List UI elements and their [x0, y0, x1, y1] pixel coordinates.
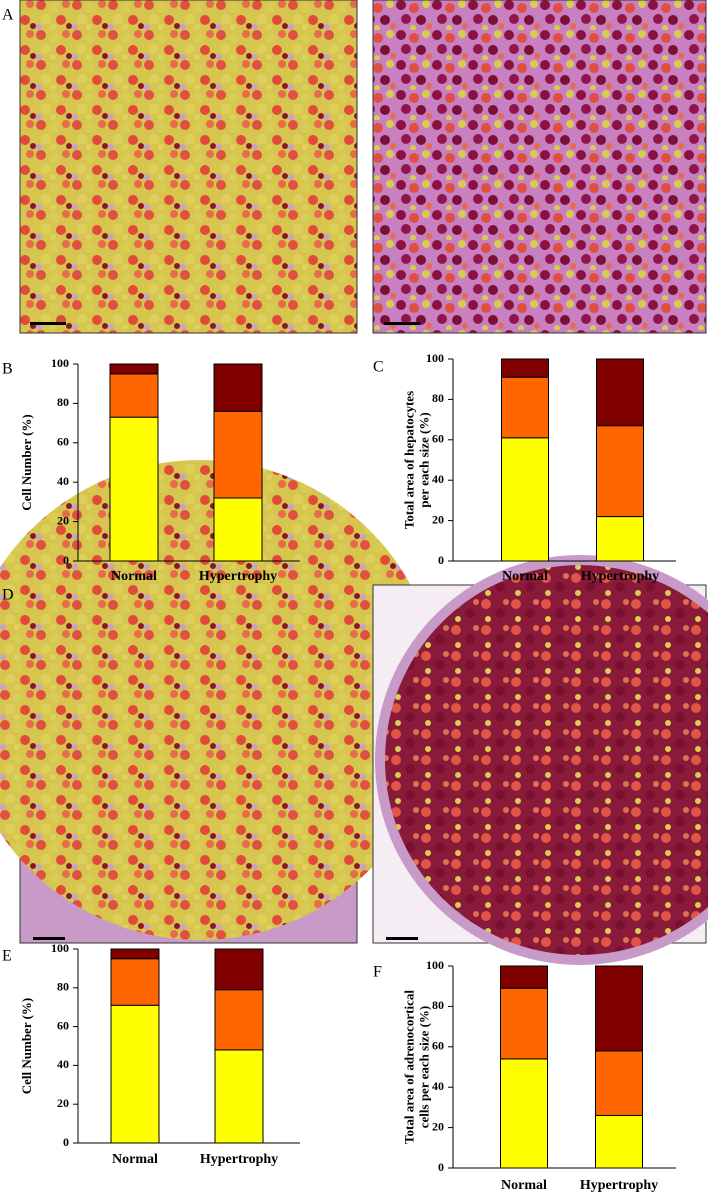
bar-segment: [595, 1050, 643, 1116]
y-tick-label: 20: [432, 1119, 444, 1133]
y-tick-label: 20: [432, 512, 444, 526]
panel-label: F: [373, 964, 382, 981]
y-tick-label: 20: [57, 513, 69, 527]
y-tick-label: 60: [57, 435, 69, 449]
y-tick-label: 80: [432, 391, 444, 405]
y-tick-label: 60: [432, 432, 444, 446]
y-axis-label: per each size (%): [416, 412, 431, 507]
y-tick-label: 100: [51, 941, 69, 955]
bar-segment: [595, 965, 643, 1052]
y-tick-label: 40: [57, 474, 69, 488]
x-tick-label: Hypertrophy: [200, 1152, 278, 1167]
y-axis-label: Cell Number (%): [19, 414, 34, 511]
bar-segment: [500, 965, 548, 989]
tissue: [0, 460, 440, 940]
x-tick-label: Hypertrophy: [580, 1178, 658, 1193]
scale-bar: [30, 322, 66, 325]
micrograph: [19, 0, 358, 334]
panel-label: A: [2, 7, 14, 24]
x-tick-label: Normal: [112, 1152, 158, 1167]
y-tick-label: 40: [432, 1079, 444, 1093]
bar-segment: [501, 358, 549, 378]
y-tick-label: 20: [57, 1096, 69, 1110]
bar-segment: [214, 989, 264, 1051]
y-axis-label: Total area of adrenocortical: [401, 990, 416, 1144]
y-tick-label: 80: [432, 998, 444, 1012]
bar-segment: [501, 376, 549, 439]
bar-segment: [109, 373, 159, 418]
y-tick-label: 80: [57, 980, 69, 994]
bar-segment: [500, 1058, 548, 1169]
panel-label: B: [2, 361, 13, 378]
x-tick-label: Normal: [501, 1178, 547, 1193]
x-tick-label: Hypertrophy: [581, 569, 659, 584]
y-tick-label: 60: [57, 1018, 69, 1032]
y-tick-label: 0: [63, 553, 69, 567]
y-tick-label: 100: [426, 958, 444, 972]
x-tick-label: Normal: [502, 569, 548, 584]
bar-segment: [213, 497, 263, 562]
bar-segment: [595, 1114, 643, 1169]
panel-label: C: [373, 359, 384, 376]
y-tick-label: 80: [57, 395, 69, 409]
y-tick-label: 100: [426, 351, 444, 365]
panel-label: D: [2, 587, 14, 604]
y-axis-label: Total area of hepatocytes: [401, 391, 416, 529]
bar-segment: [596, 358, 644, 427]
y-axis-label: Cell Number (%): [19, 998, 34, 1095]
bar-segment: [596, 425, 644, 518]
bar-segment: [214, 1049, 264, 1144]
bar-segment: [109, 416, 159, 562]
micrograph: [372, 0, 707, 334]
bar-segment: [213, 410, 263, 499]
scale-bar: [386, 937, 418, 940]
y-tick-label: 0: [438, 1160, 444, 1174]
panel-label: E: [2, 948, 12, 965]
y-tick-label: 40: [57, 1057, 69, 1071]
bar-segment: [501, 437, 549, 562]
bar-segment: [110, 958, 160, 1006]
bar-segment: [110, 1004, 160, 1144]
bar-segment: [500, 987, 548, 1060]
scale-bar: [384, 322, 420, 325]
y-tick-label: 60: [432, 1039, 444, 1053]
bar-segment: [109, 363, 159, 375]
x-tick-label: Normal: [111, 569, 157, 584]
bar-segment: [596, 516, 644, 562]
y-tick-label: 100: [51, 356, 69, 370]
bar-segment: [214, 948, 264, 991]
y-tick-label: 0: [438, 553, 444, 567]
bar-segment: [213, 363, 263, 412]
scale-bar: [33, 937, 65, 940]
tissue: [385, 565, 708, 955]
y-tick-label: 40: [432, 472, 444, 486]
y-tick-label: 0: [63, 1135, 69, 1149]
bar-segment: [110, 948, 160, 960]
x-tick-label: Hypertrophy: [199, 569, 277, 584]
micrographs: A D: [0, 0, 708, 965]
y-axis-label: cells per each size (%): [416, 1006, 431, 1129]
